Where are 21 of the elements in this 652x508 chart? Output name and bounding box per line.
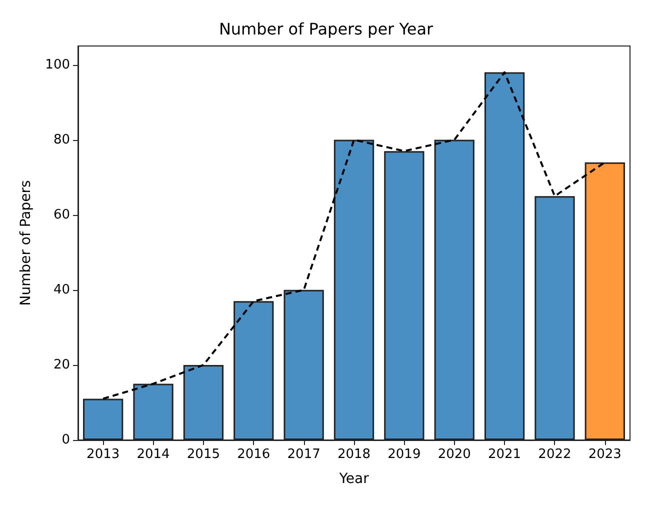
x-tick-label: 2020 bbox=[438, 447, 471, 462]
x-tick-label: 2014 bbox=[136, 447, 170, 462]
y-tick-label: 80 bbox=[53, 132, 70, 148]
x-tick-label: 2023 bbox=[588, 447, 622, 462]
x-tick-label: 2021 bbox=[488, 447, 522, 462]
chart-title: Number of Papers per Year bbox=[218, 20, 434, 38]
x-tick-label: 2018 bbox=[337, 447, 371, 462]
x-tick-label: 2013 bbox=[86, 447, 120, 462]
x-tick-label: 2016 bbox=[237, 447, 270, 462]
y-tick-label: 100 bbox=[45, 57, 70, 72]
y-axis-title: Number of Papers bbox=[18, 180, 34, 306]
y-tick-label: 40 bbox=[53, 282, 70, 298]
x-tick-label: 2017 bbox=[287, 447, 320, 462]
y-tick-label: 60 bbox=[53, 207, 70, 222]
y-tick-label: 20 bbox=[53, 357, 70, 372]
x-axis-title: Year bbox=[338, 471, 370, 487]
x-tick-label: 2022 bbox=[538, 447, 572, 462]
x-tick-label: 2015 bbox=[186, 447, 220, 462]
line-series bbox=[102, 71, 606, 400]
x-tick-label: 2019 bbox=[388, 447, 421, 462]
y-tick-label: 0 bbox=[62, 432, 70, 448]
